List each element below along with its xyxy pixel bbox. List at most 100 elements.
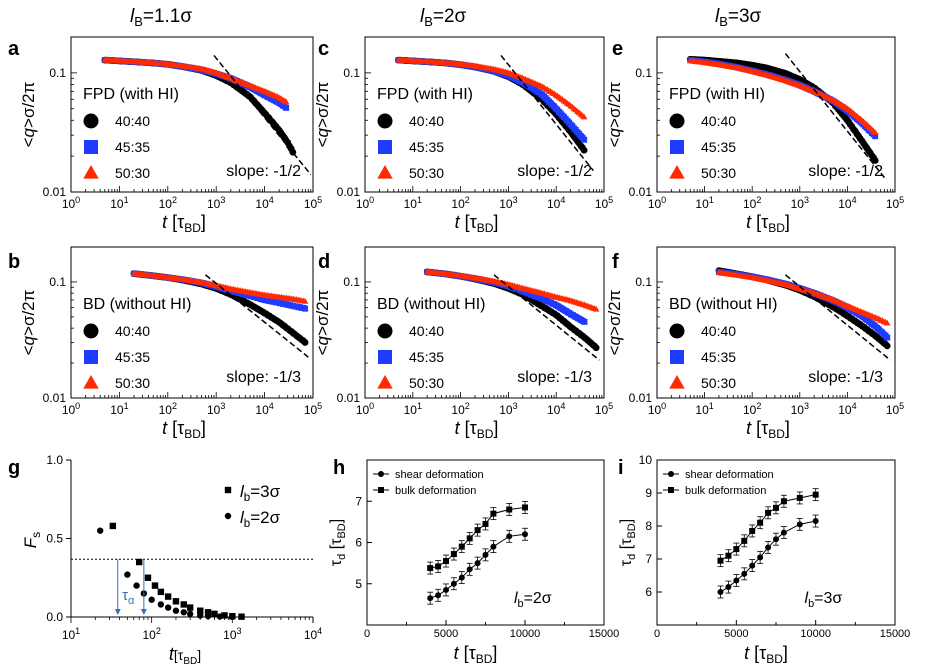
y-tick-label: 0.0 xyxy=(46,610,63,624)
x-tick-label: 104 xyxy=(838,195,856,211)
x-tick-label: 102 xyxy=(142,626,160,642)
x-tick-label: 101 xyxy=(404,195,422,211)
x-axis-label: t [τBD] xyxy=(744,643,788,666)
x-axis-label: t [τBD] xyxy=(746,418,790,441)
legend-title: BD (without HI) xyxy=(83,296,191,313)
series-50-30 xyxy=(395,56,588,120)
legend-marker xyxy=(669,374,685,389)
legend-label: 45:35 xyxy=(701,349,736,365)
x-axis-label: t [τBD] xyxy=(162,212,206,235)
y-tick-label: 0.1 xyxy=(635,275,652,289)
panel-letter-h: h xyxy=(333,457,345,479)
x-tick-label: 103 xyxy=(207,401,225,417)
data-point xyxy=(157,601,165,608)
data-point xyxy=(581,318,588,325)
data-point xyxy=(450,580,457,587)
data-point xyxy=(749,527,756,534)
x-tick-label: 100 xyxy=(62,401,80,417)
panel-b: b 100 101 102 103 104 105 0.1 0.01 t [τBD] <q>σ/2π… xyxy=(8,246,322,441)
y-tick-label: 0.1 xyxy=(343,275,360,289)
data-point xyxy=(592,305,600,312)
plot-frame xyxy=(364,36,605,193)
y-axis-label: <q>σ/2π xyxy=(19,290,38,356)
legend-label: 45:35 xyxy=(701,139,736,155)
x-tick-label: 100 xyxy=(62,195,80,211)
x-tick-label: 104 xyxy=(255,401,273,417)
y-tick-label: 0.1 xyxy=(49,66,66,80)
y-axis-label: <q>σ/2π xyxy=(19,82,38,148)
legend-label: 50:30 xyxy=(701,165,736,181)
data-point xyxy=(482,520,489,527)
data-point xyxy=(466,535,473,542)
x-tick-label: 101 xyxy=(62,626,80,642)
y-tick-label: 0.01 xyxy=(337,391,361,405)
lb-label: lb=3σ xyxy=(805,590,843,610)
data-point xyxy=(581,136,588,143)
y-tick-label: 0.1 xyxy=(49,275,66,289)
x-tick-label: 104 xyxy=(547,401,565,417)
data-point xyxy=(427,595,434,602)
x-tick-label: 101 xyxy=(404,401,422,417)
y-tick-label: 10 xyxy=(639,453,653,467)
y-tick-label: 1.0 xyxy=(46,453,63,467)
data-point xyxy=(773,504,779,511)
arrow-head xyxy=(140,609,147,615)
plot-frame xyxy=(656,36,896,193)
x-tick-label: 5000 xyxy=(434,628,458,640)
panel-letter-d: d xyxy=(318,251,330,273)
series-50-30 xyxy=(130,270,309,304)
x-tick-label: 100 xyxy=(648,401,666,417)
data-point xyxy=(458,574,465,581)
slope-label: slope: -1/2 xyxy=(517,163,592,180)
y-axis-label: <q>σ/2π xyxy=(313,290,332,356)
legend-label: 50:30 xyxy=(409,375,444,391)
y-tick-label: 7 xyxy=(645,552,652,566)
legend-label: lb=2σ xyxy=(240,508,281,530)
slope-label: slope: -1/3 xyxy=(808,369,883,386)
legend-label: 40:40 xyxy=(115,323,150,339)
data-point xyxy=(741,537,748,544)
series-50-30 xyxy=(101,56,290,105)
data-point xyxy=(592,344,600,352)
panel-letter-b: b xyxy=(8,251,20,273)
legend-label: 50:30 xyxy=(115,165,150,181)
panel-f: f 100 101 102 103 104 105 0.1 0.01 t [τBD] <q>σ/2π… xyxy=(605,246,904,441)
legend-marker xyxy=(669,113,685,129)
legend-marker xyxy=(670,140,684,154)
slope-label: slope: -1/3 xyxy=(226,369,301,386)
legend-marker xyxy=(669,164,685,179)
legend-label: 45:35 xyxy=(409,349,444,365)
legend-marker xyxy=(668,487,674,493)
legend-label: shear deformation xyxy=(685,469,774,481)
data-point xyxy=(204,609,212,616)
panel-letter-e: e xyxy=(612,38,623,60)
legend-marker xyxy=(224,512,232,520)
legend-label: 45:35 xyxy=(409,139,444,155)
data-point xyxy=(883,342,891,350)
legend-marker xyxy=(84,350,98,364)
data-point xyxy=(172,607,180,614)
legend-marker xyxy=(377,164,393,179)
legend-label: 40:40 xyxy=(409,113,444,129)
data-point xyxy=(427,565,434,572)
legend-title: BD (without HI) xyxy=(669,296,777,313)
y-axis-label: τd [τBD] xyxy=(328,519,348,566)
legend-marker xyxy=(83,113,99,129)
legend-label: 50:30 xyxy=(409,165,444,181)
data-point xyxy=(151,582,159,589)
x-tick-label: 15000 xyxy=(880,628,911,640)
y-tick-label: 0.01 xyxy=(629,391,653,405)
legend-marker xyxy=(83,323,99,339)
data-point xyxy=(725,552,732,559)
data-point xyxy=(884,334,891,341)
legend-marker xyxy=(83,164,99,179)
x-tick-label: 103 xyxy=(791,401,809,417)
x-tick-label: 104 xyxy=(838,401,856,417)
x-tick-label: 100 xyxy=(356,401,374,417)
data-point xyxy=(96,527,104,534)
data-point xyxy=(186,604,194,611)
legend-label: 50:30 xyxy=(701,375,736,391)
data-point xyxy=(109,522,117,530)
data-point xyxy=(458,543,465,550)
